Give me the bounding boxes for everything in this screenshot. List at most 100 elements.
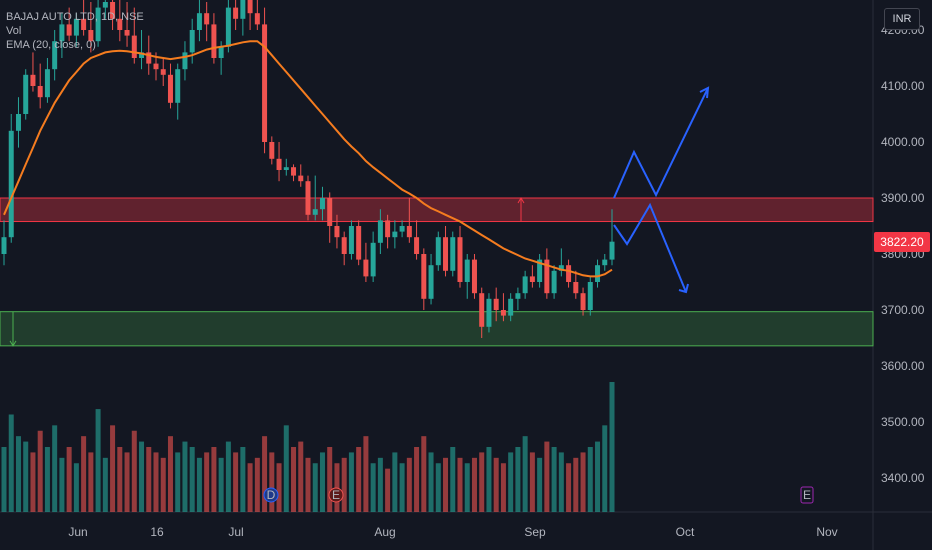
volume-bar: [291, 447, 297, 512]
volume-bar: [204, 452, 210, 512]
volume-bar: [283, 425, 289, 512]
candle-body: [319, 198, 325, 210]
volume-bar: [522, 436, 528, 512]
volume-bar: [500, 463, 506, 512]
volume-bar: [66, 447, 72, 512]
candle-body: [399, 226, 405, 232]
candle-body: [189, 30, 195, 53]
candle-body: [262, 24, 268, 142]
volume-bar: [81, 436, 87, 512]
volume-bar: [573, 457, 579, 512]
resistance-arrow-head: [517, 197, 525, 204]
volume-bar: [486, 447, 492, 512]
volume-bar: [609, 382, 615, 512]
volume-bar: [30, 452, 36, 512]
candle-body: [66, 24, 72, 36]
candle-body: [522, 276, 528, 294]
candle-body: [558, 265, 564, 271]
candle-body: [95, 7, 101, 42]
candle-body: [225, 7, 231, 47]
candle-body: [377, 220, 383, 243]
ema-indicator-label[interactable]: EMA (20, close, 0): [6, 39, 96, 51]
volume-bar: [262, 436, 268, 512]
candle-body: [537, 259, 543, 282]
volume-bar: [457, 457, 463, 512]
candle-body: [175, 69, 181, 103]
volume-bar: [464, 463, 470, 512]
volume-bar: [385, 468, 391, 512]
volume-bar: [182, 441, 188, 512]
candle-body: [544, 259, 550, 294]
candle-body: [500, 310, 506, 316]
volume-bar: [341, 457, 347, 512]
volume-bar: [392, 452, 398, 512]
candle-body: [486, 298, 492, 327]
candle-body: [515, 293, 521, 299]
candle-body: [204, 13, 210, 25]
candle-body: [551, 270, 557, 294]
volume-bar: [377, 457, 383, 512]
volume-bar: [515, 447, 521, 512]
volume-bar: [558, 452, 564, 512]
volume-indicator-label[interactable]: Vol: [6, 25, 22, 37]
candle-body: [167, 74, 173, 103]
candle-body: [37, 86, 43, 98]
candle-body: [356, 226, 362, 260]
candle-body: [88, 30, 94, 42]
volume-bar: [443, 457, 449, 512]
candle-body: [348, 226, 354, 254]
candle-body: [334, 226, 340, 238]
volume-bar: [8, 414, 14, 512]
candle-body: [160, 69, 166, 75]
price-tick-label: 4100.00: [881, 79, 925, 93]
candle-body: [81, 18, 87, 30]
currency-badge[interactable]: INR: [884, 8, 920, 30]
candle-body: [52, 41, 58, 70]
volume-bar: [479, 452, 485, 512]
candle-body: [457, 237, 463, 282]
time-tick-label: Sep: [524, 525, 546, 539]
candle-body: [102, 1, 108, 8]
candle-body: [247, 0, 253, 14]
volume-bar: [196, 457, 202, 512]
volume-bar: [319, 452, 325, 512]
volume-bar: [399, 463, 405, 512]
candle-body: [595, 265, 601, 282]
symbol-label[interactable]: BAJAJ AUTO LTD, 1D, NSE: [6, 11, 144, 23]
volume-bar: [508, 452, 514, 512]
volume-bar: [44, 447, 50, 512]
earnings-marker: [328, 487, 344, 503]
candle-body: [146, 52, 152, 64]
candle-body: [110, 1, 116, 19]
dividend-marker: [263, 487, 279, 503]
volume-bar: [218, 457, 224, 512]
price-tick-label: 3700.00: [881, 303, 925, 317]
volume-bar: [1, 447, 7, 512]
price-tick-label: 3900.00: [881, 191, 925, 205]
volume-bar: [298, 441, 304, 512]
candle-body: [139, 52, 145, 58]
chart-legend: BAJAJ AUTO LTD, 1D, NSE Vol EMA (20, clo…: [6, 10, 144, 52]
time-tick-label: Oct: [676, 525, 695, 539]
volume-bar: [602, 425, 608, 512]
volume-bar: [95, 409, 101, 512]
volume-bar: [406, 457, 412, 512]
time-tick-label: 16: [150, 525, 164, 539]
candle-body: [435, 237, 441, 266]
volume-bar: [254, 457, 260, 512]
candle-body: [529, 276, 535, 282]
volume-bar: [240, 447, 246, 512]
volume-bar: [544, 441, 550, 512]
volume-bar: [146, 447, 152, 512]
candle-body: [566, 265, 572, 282]
volume-bar: [471, 457, 477, 512]
volume-bar: [175, 452, 181, 512]
volume-bar: [160, 457, 166, 512]
candle-body: [406, 226, 412, 238]
time-tick-label: Jul: [228, 525, 243, 539]
volume-bar: [225, 441, 231, 512]
candle-body: [240, 0, 246, 19]
candle-body: [276, 158, 282, 170]
volume-bar: [153, 452, 159, 512]
